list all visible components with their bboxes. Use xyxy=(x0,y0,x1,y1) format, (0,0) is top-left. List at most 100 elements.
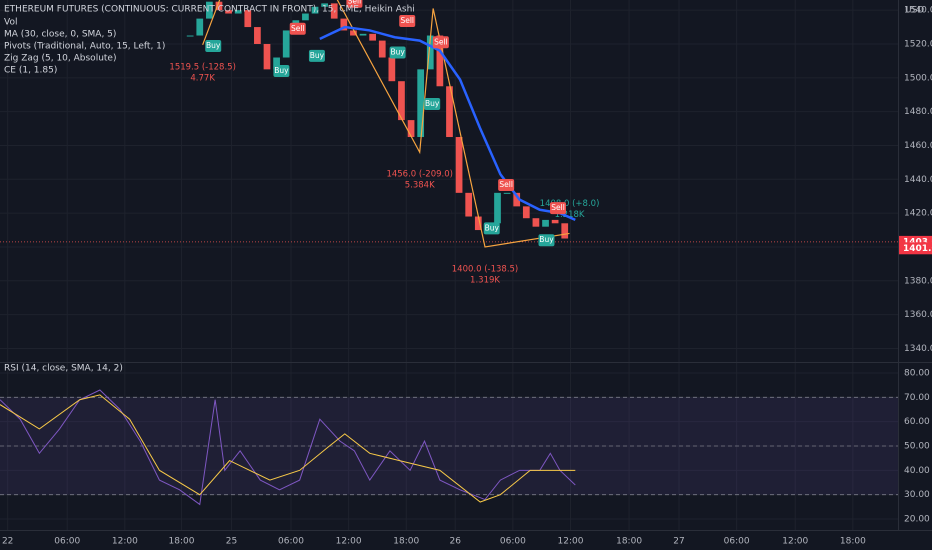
candle xyxy=(330,3,338,19)
candle xyxy=(206,1,213,19)
candle xyxy=(254,27,261,44)
signal-label: Sell xyxy=(434,37,448,46)
candle xyxy=(263,43,271,70)
y-tick-label: 1360.0 xyxy=(904,310,932,320)
y-tick-label: 50.00 xyxy=(904,442,930,452)
candle xyxy=(215,1,223,11)
price-tag-label: 1401.0 xyxy=(903,244,932,254)
candle xyxy=(522,206,530,219)
buy-signal xyxy=(389,46,406,59)
buy-signal xyxy=(424,98,441,111)
x-tick-label: 12:00 xyxy=(782,537,808,547)
signal-label: Buy xyxy=(425,99,440,108)
y-tick-label: 1380.0 xyxy=(904,276,932,286)
x-tick-label: 06:00 xyxy=(278,537,304,547)
sell-signal xyxy=(432,36,449,49)
candle xyxy=(407,120,415,138)
legend-item: Vol xyxy=(4,18,17,28)
candle xyxy=(465,192,473,217)
y-tick-label: 1540.0 xyxy=(904,6,932,16)
zigzag-label: 5.384K xyxy=(405,181,435,191)
signal-label: Buy xyxy=(310,51,325,60)
zigzag-label: 1.319K xyxy=(470,275,500,285)
legend-item: Zig Zag (5, 10, Absolute) xyxy=(4,54,116,64)
candle xyxy=(417,69,425,138)
x-tick-label: 06:00 xyxy=(54,537,80,547)
zigzag-label: 1519.5 (-128.5) xyxy=(169,62,235,72)
rsi-line xyxy=(0,394,576,503)
sell-signal xyxy=(346,0,363,8)
zigzag-label: 1408.0 (+8.0) xyxy=(540,199,600,209)
sell-signal xyxy=(498,179,515,192)
signal-label: Buy xyxy=(539,235,554,244)
zigzag-label: 1.218K xyxy=(555,210,585,220)
buy-signal xyxy=(205,40,222,53)
x-tick-label: 18:00 xyxy=(169,537,195,547)
y-tick-label: 70.00 xyxy=(904,393,930,403)
candle xyxy=(398,81,405,121)
y-tick-label: 1340.0 xyxy=(904,344,932,354)
y-tick-label: 80.00 xyxy=(904,368,930,378)
candle xyxy=(321,3,328,7)
price-pane: 1519.5 (-128.5)4.77K 1456.0 (-209.0)5.384… xyxy=(0,0,898,285)
candle xyxy=(474,216,482,231)
x-tick-label: 22 xyxy=(2,537,13,547)
rsi-title: RSI (14, close, SMA, 14, 2) xyxy=(4,364,123,374)
y-tick-label: 1420.0 xyxy=(904,209,932,219)
candle xyxy=(302,13,309,21)
sell-signal xyxy=(550,202,567,215)
y-tick-label: 1480.0 xyxy=(904,107,932,117)
x-tick-label: 12:00 xyxy=(336,537,362,547)
legend-item: MA (30, close, 0, SMA, 5) xyxy=(4,30,116,40)
legend-item: CE (1, 1.85) xyxy=(4,66,57,76)
x-tick-label: 06:00 xyxy=(724,537,750,547)
price-tag xyxy=(899,242,932,255)
y-tick-label: 1460.0 xyxy=(904,141,932,151)
signal-label: Sell xyxy=(499,180,513,189)
x-tick-label: 27 xyxy=(673,537,684,547)
candle xyxy=(426,35,434,70)
rsi-line xyxy=(0,389,576,506)
y-tick-label: 40.00 xyxy=(904,466,930,476)
candle xyxy=(455,137,463,193)
signal-label: Buy xyxy=(485,223,500,232)
rsi-pane xyxy=(0,389,898,506)
x-tick-label: 18:00 xyxy=(840,537,866,547)
buy-signal xyxy=(273,65,290,78)
x-tick-label: 06:00 xyxy=(500,537,526,547)
candle xyxy=(551,219,559,224)
candle xyxy=(282,30,290,58)
candle xyxy=(378,40,386,58)
signal-label: Buy xyxy=(206,41,221,50)
sell-signal xyxy=(289,22,306,35)
x-tick-label: 12:00 xyxy=(558,537,584,547)
candle xyxy=(532,218,540,227)
y-tick-label: 30.00 xyxy=(904,490,930,500)
candle xyxy=(186,35,194,37)
candle xyxy=(350,30,357,36)
candle xyxy=(244,10,252,28)
signal-label: Sell xyxy=(291,24,305,33)
signal-label: Buy xyxy=(390,47,405,56)
x-tick-label: 18:00 xyxy=(393,537,419,547)
x-tick-label: 18:00 xyxy=(616,537,642,547)
candle xyxy=(561,223,569,239)
candle xyxy=(311,6,319,14)
sell-signal xyxy=(399,14,416,27)
candle xyxy=(388,57,396,82)
zigzag-line xyxy=(202,0,570,248)
candle xyxy=(196,18,204,36)
y-tick-label: 1520.0 xyxy=(904,39,932,49)
candle xyxy=(436,35,444,87)
legend-item: Pivots (Traditional, Auto, 15, Left, 1) xyxy=(4,42,165,52)
signal-label: Sell xyxy=(551,203,565,212)
candle xyxy=(446,86,453,138)
candle xyxy=(340,18,348,31)
y-tick-label: 1440.0 xyxy=(904,175,932,185)
chart-title: ETHEREUM FUTURES (CONTINUOUS: CURRENT CO… xyxy=(4,5,415,15)
signal-label: Sell xyxy=(400,16,414,25)
candle xyxy=(503,192,511,194)
candle xyxy=(542,219,549,227)
zigzag-label: 1400.0 (-138.5) xyxy=(452,264,518,274)
